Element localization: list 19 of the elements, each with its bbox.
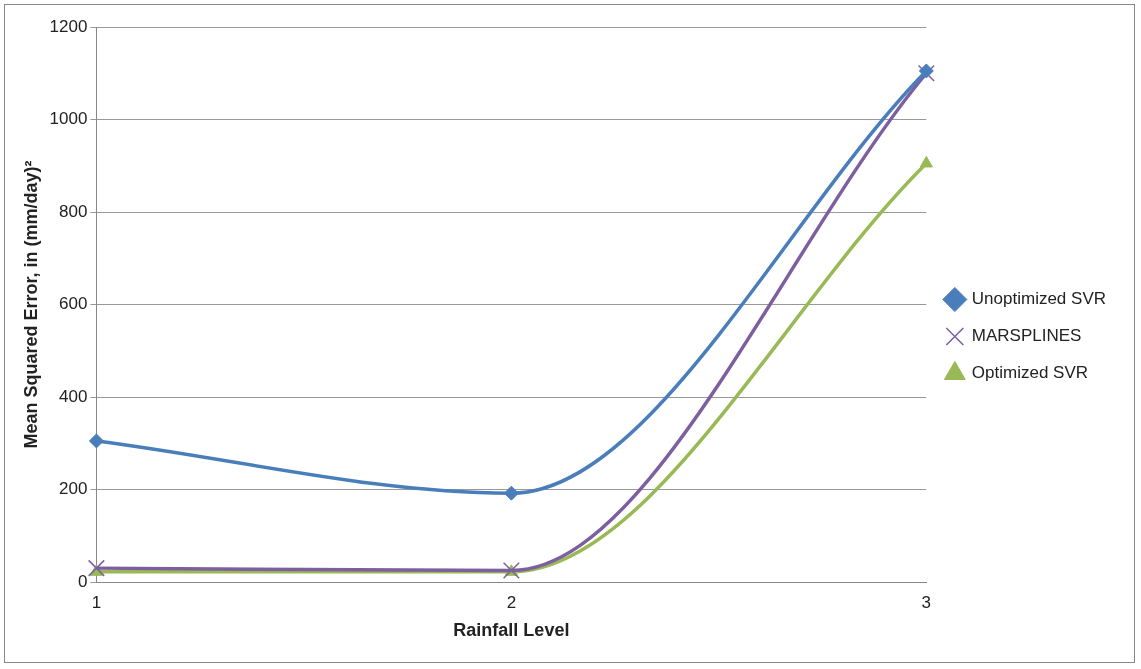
legend-label: Optimized SVR — [971, 363, 1089, 383]
legend-label: MARSPLINES — [971, 326, 1082, 346]
y-tick-label: 800 — [59, 201, 88, 221]
legend-label: Unoptimized SVR — [971, 289, 1107, 309]
y-tick-label: 1000 — [49, 109, 88, 129]
x-tick-label: 1 — [91, 592, 102, 612]
point — [87, 559, 105, 577]
point — [919, 155, 933, 168]
y-tick-label: 1200 — [49, 16, 88, 36]
y-axis-title: Mean Squared Error, in (mm/day)² — [20, 160, 41, 449]
y-tick-label: 0 — [77, 571, 88, 591]
y-tick-label: 200 — [59, 479, 88, 499]
point — [503, 485, 519, 501]
y-tick-label: 400 — [59, 386, 88, 406]
y-tick-label: 600 — [59, 294, 88, 314]
point — [88, 433, 104, 449]
x-tick-label: 3 — [921, 592, 932, 612]
x-axis-title: Rainfall Level — [453, 620, 570, 641]
x-tick-label: 2 — [506, 592, 517, 612]
